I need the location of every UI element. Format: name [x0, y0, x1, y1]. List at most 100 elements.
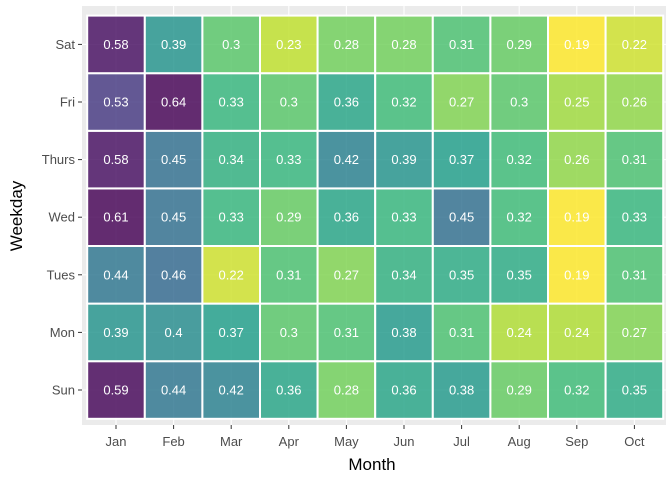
- heatmap-cell-sat-aug: [489, 14, 549, 75]
- heatmap-cell-sat-jun: [374, 14, 434, 75]
- cell-value-label: 0.31: [622, 267, 647, 282]
- heatmap-cell-thurs-jul: [431, 129, 492, 190]
- cell-value-label: 0.31: [449, 325, 474, 340]
- cell-value-label: 0.58: [103, 152, 128, 167]
- cell-value-label: 0.36: [334, 95, 359, 110]
- heatmap-cell-wed-jan: [86, 187, 146, 247]
- cell-value-label: 0.24: [507, 325, 532, 340]
- cell-value-label: 0.45: [161, 152, 186, 167]
- cell-value-label: 0.22: [219, 267, 244, 282]
- cell-value-label: 0.44: [103, 267, 128, 282]
- x-axis: Jan Feb Mar Apr May Jun Jul Aug Sep Oct: [106, 425, 645, 449]
- y-tick-label: Wed: [49, 210, 76, 225]
- heatmap-cell-wed-apr: [259, 187, 319, 247]
- cell-value-label: 0.59: [103, 383, 128, 398]
- heatmap-cell-thurs-apr: [259, 129, 319, 190]
- heatmap-cell-fri-sep: [547, 72, 607, 132]
- x-tick-label: Jan: [106, 434, 127, 449]
- cell-value-label: 0.33: [276, 152, 301, 167]
- x-tick-label: Sep: [565, 434, 588, 449]
- heatmap-cell-tues-jan: [86, 245, 146, 305]
- cell-value-label: 0.39: [161, 37, 186, 52]
- cell-value-label: 0.58: [103, 37, 128, 52]
- heatmap-cell-sun-oct: [604, 360, 665, 420]
- cell-value-label: 0.32: [564, 383, 589, 398]
- heatmap-cell-tues-may: [316, 245, 377, 305]
- cell-value-label: 0.26: [564, 152, 589, 167]
- cell-value-label: 0.36: [334, 210, 359, 225]
- cell-value-label: 0.44: [161, 383, 186, 398]
- heatmap-cell-sun-aug: [489, 360, 549, 420]
- cell-value-label: 0.27: [622, 325, 647, 340]
- cell-value-label: 0.3: [280, 325, 298, 340]
- cell-value-label: 0.26: [622, 95, 647, 110]
- cell-value-label: 0.19: [564, 267, 589, 282]
- y-tick-label: Mon: [50, 325, 75, 340]
- heatmap-cell-sat-mar: [201, 14, 261, 75]
- heatmap-cell-sat-jul: [431, 14, 492, 75]
- x-tick-label: Jun: [394, 434, 415, 449]
- heatmap-cell-fri-jun: [374, 72, 434, 132]
- heatmap-cell-sat-may: [316, 14, 377, 75]
- cell-value-label: 0.28: [391, 37, 416, 52]
- heatmap-cell-mon-mar: [201, 302, 261, 363]
- heatmap-cell-sun-jun: [374, 360, 434, 420]
- x-tick-label: Apr: [279, 434, 300, 449]
- heatmap-cell-fri-aug: [489, 72, 549, 132]
- y-tick-label: Tues: [47, 267, 76, 282]
- cell-value-label: 0.34: [391, 267, 416, 282]
- cell-value-label: 0.38: [391, 325, 416, 340]
- cell-value-label: 0.29: [276, 210, 301, 225]
- heatmap-cell-wed-sep: [547, 187, 607, 247]
- cell-value-label: 0.3: [510, 95, 528, 110]
- heatmap-cell-labels: 0.59 0.44 0.42 0.36 0.28 0.36 0.38 0.29 0.32 0.35…: [103, 37, 647, 398]
- heatmap-cell-mon-sep: [547, 302, 607, 363]
- cell-value-label: 0.32: [507, 210, 532, 225]
- x-tick-label: Oct: [624, 434, 645, 449]
- cell-value-label: 0.32: [507, 152, 532, 167]
- heatmap-cell-fri-feb: [143, 72, 204, 132]
- cell-value-label: 0.61: [103, 210, 128, 225]
- cell-value-label: 0.28: [334, 37, 359, 52]
- cell-value-label: 0.38: [449, 383, 474, 398]
- cell-value-label: 0.31: [449, 37, 474, 52]
- heatmap-cell-sat-oct: [604, 14, 665, 75]
- y-axis: Sun Mon Tues Wed Thurs Fri Sat: [42, 37, 82, 398]
- heatmap-cell-tues-feb: [143, 245, 204, 305]
- x-tick-label: May: [334, 434, 359, 449]
- cell-value-label: 0.24: [564, 325, 589, 340]
- cell-value-label: 0.37: [449, 152, 474, 167]
- heatmap-cell-sat-jan: [86, 14, 146, 75]
- heatmap-cell-mon-jul: [431, 302, 492, 363]
- cell-value-label: 0.46: [161, 267, 186, 282]
- x-tick-label: Jul: [453, 434, 470, 449]
- cell-value-label: 0.35: [449, 267, 474, 282]
- cell-value-label: 0.45: [449, 210, 474, 225]
- cell-value-label: 0.29: [507, 383, 532, 398]
- cell-value-label: 0.25: [564, 95, 589, 110]
- cell-value-label: 0.45: [161, 210, 186, 225]
- heatmap-cell-tues-jul: [431, 245, 492, 305]
- heatmap-cell-fri-jul: [431, 72, 492, 132]
- cell-value-label: 0.31: [334, 325, 359, 340]
- heatmap-cell-thurs-jun: [374, 129, 434, 190]
- x-axis-title: Month: [348, 455, 395, 474]
- heatmap-cell-fri-oct: [604, 72, 665, 132]
- cell-value-label: 0.31: [276, 267, 301, 282]
- cell-value-label: 0.34: [219, 152, 244, 167]
- heatmap-cell-sat-apr: [259, 14, 319, 75]
- heatmap-cell-fri-mar: [201, 72, 261, 132]
- y-tick-label: Sun: [52, 383, 75, 398]
- cell-value-label: 0.37: [219, 325, 244, 340]
- heatmap-cell-wed-jul: [431, 187, 492, 247]
- cell-value-label: 0.33: [622, 210, 647, 225]
- heatmap-cell-thurs-sep: [547, 129, 607, 190]
- cell-value-label: 0.42: [219, 383, 244, 398]
- heatmap-cell-sun-jan: [86, 360, 146, 420]
- heatmap-cell-wed-oct: [604, 187, 665, 247]
- cell-value-label: 0.39: [391, 152, 416, 167]
- cell-value-label: 0.4: [165, 325, 183, 340]
- cell-value-label: 0.64: [161, 95, 186, 110]
- y-tick-label: Thurs: [42, 152, 76, 167]
